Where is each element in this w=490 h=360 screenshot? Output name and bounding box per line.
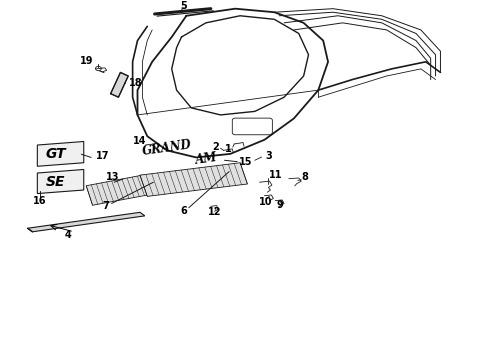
Text: 5: 5 bbox=[180, 1, 187, 11]
Text: 18: 18 bbox=[129, 78, 142, 88]
Text: GRAND: GRAND bbox=[141, 138, 193, 158]
Polygon shape bbox=[37, 170, 84, 194]
Text: 1: 1 bbox=[224, 144, 231, 154]
Text: 3: 3 bbox=[265, 151, 272, 161]
Text: 19: 19 bbox=[79, 56, 93, 66]
Text: SE: SE bbox=[46, 175, 66, 189]
Polygon shape bbox=[140, 163, 247, 197]
Text: 6: 6 bbox=[180, 206, 187, 216]
Polygon shape bbox=[86, 175, 150, 205]
Text: 4: 4 bbox=[64, 230, 71, 240]
Polygon shape bbox=[111, 72, 128, 97]
Text: 12: 12 bbox=[208, 207, 221, 217]
Text: 11: 11 bbox=[269, 170, 282, 180]
Text: GT: GT bbox=[46, 147, 66, 161]
Text: 10: 10 bbox=[259, 197, 272, 207]
Text: 17: 17 bbox=[96, 151, 109, 161]
Text: 15: 15 bbox=[239, 157, 253, 167]
Text: 13: 13 bbox=[106, 172, 120, 182]
Text: 7: 7 bbox=[102, 201, 109, 211]
Text: 9: 9 bbox=[277, 200, 284, 210]
Text: 8: 8 bbox=[301, 172, 308, 182]
Text: AM: AM bbox=[194, 151, 218, 167]
Text: 16: 16 bbox=[33, 195, 47, 206]
Text: 2: 2 bbox=[212, 142, 219, 152]
Polygon shape bbox=[37, 141, 84, 166]
Polygon shape bbox=[27, 212, 145, 232]
Text: 14: 14 bbox=[133, 136, 147, 147]
